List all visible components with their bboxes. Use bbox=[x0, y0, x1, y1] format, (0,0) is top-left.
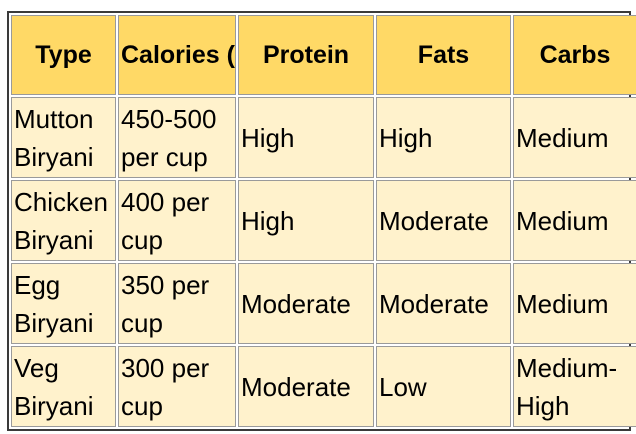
cell-protein: Moderate bbox=[238, 346, 374, 427]
cell-fats: Moderate bbox=[376, 180, 511, 261]
cell-carbs: Medium- High bbox=[513, 346, 636, 427]
cell-type-line2: Biryani bbox=[14, 141, 94, 172]
header-calories: Calories (approx) bbox=[118, 15, 236, 95]
cell-carbs: Medium bbox=[513, 180, 636, 261]
table-row: Egg Biryani 350 per cup Moderate Moderat… bbox=[11, 263, 636, 344]
cell-calories: 450-500 per cup bbox=[118, 97, 236, 178]
nutrition-table-container: Type Calories (approx) Protein Fats Carb… bbox=[7, 11, 636, 431]
cell-protein: High bbox=[238, 97, 374, 178]
cell-fats: Moderate bbox=[376, 263, 511, 344]
cell-type: Egg Biryani bbox=[11, 263, 116, 344]
header-calories-line1: Calories bbox=[121, 41, 220, 69]
cell-calories-line2: cup bbox=[121, 224, 163, 255]
header-fats-text: Fats bbox=[417, 41, 470, 69]
cell-calories-line1: 450-500 bbox=[121, 103, 217, 134]
header-row: Type Calories (approx) Protein Fats Carb… bbox=[11, 15, 636, 95]
cell-fats: Low bbox=[376, 346, 511, 427]
table-row: Mutton Biryani 450-500 per cup High High… bbox=[11, 97, 636, 178]
cell-carbs: Medium bbox=[513, 97, 636, 178]
header-carbs: Carbs bbox=[513, 15, 636, 95]
header-fats: Fats bbox=[376, 15, 511, 95]
cell-type: Veg Biryani bbox=[11, 346, 116, 427]
table-row: Veg Biryani 300 per cup Moderate Low Med… bbox=[11, 346, 636, 427]
cell-calories-line1: 300 per bbox=[121, 352, 210, 383]
cell-protein-text: High bbox=[241, 122, 295, 153]
cell-type-line2: Biryani bbox=[14, 390, 94, 421]
cell-carbs-text: Medium bbox=[516, 122, 609, 153]
header-type: Type bbox=[11, 15, 116, 95]
cell-calories-line2: cup bbox=[121, 307, 163, 338]
cell-protein-text: High bbox=[241, 205, 295, 236]
cell-type-line1: Chicken bbox=[14, 186, 108, 217]
cell-fats-text: Moderate bbox=[379, 288, 489, 319]
cell-carbs: Medium bbox=[513, 263, 636, 344]
cell-fats-text: High bbox=[379, 122, 433, 153]
cell-fats-text: Moderate bbox=[379, 205, 489, 236]
cell-type-line1: Egg bbox=[14, 269, 61, 300]
biryani-nutrition-table: Type Calories (approx) Protein Fats Carb… bbox=[9, 13, 636, 429]
header-protein-text: Protein bbox=[262, 41, 350, 69]
cell-protein: High bbox=[238, 180, 374, 261]
header-carbs-text: Carbs bbox=[539, 41, 611, 69]
header-type-text: Type bbox=[35, 41, 92, 69]
cell-carbs-text: Medium bbox=[516, 205, 609, 236]
cell-type-line1: Veg bbox=[14, 352, 59, 383]
cell-fats: High bbox=[376, 97, 511, 178]
cell-calories-line2: cup bbox=[121, 390, 163, 421]
cell-type-line2: Biryani bbox=[14, 307, 94, 338]
cell-carbs-line2: High bbox=[516, 390, 570, 421]
cell-type: Mutton Biryani bbox=[11, 97, 116, 178]
cell-calories-line1: 400 per bbox=[121, 186, 210, 217]
cell-calories-line2: per cup bbox=[121, 141, 208, 172]
cell-type: Chicken Biryani bbox=[11, 180, 116, 261]
cell-carbs-text: Medium bbox=[516, 288, 609, 319]
header-protein: Protein bbox=[238, 15, 374, 95]
cell-calories: 350 per cup bbox=[118, 263, 236, 344]
cell-protein: Moderate bbox=[238, 263, 374, 344]
cell-carbs-line1: Medium- bbox=[516, 352, 618, 383]
cell-calories: 400 per cup bbox=[118, 180, 236, 261]
table-row: Chicken Biryani 400 per cup High Moderat… bbox=[11, 180, 636, 261]
cell-protein-text: Moderate bbox=[241, 371, 351, 402]
cell-calories-line1: 350 per bbox=[121, 269, 210, 300]
cell-type-line2: Biryani bbox=[14, 224, 94, 255]
header-calories-line2: (approx) bbox=[226, 41, 235, 69]
cell-type-line1: Mutton bbox=[14, 103, 94, 134]
cell-protein-text: Moderate bbox=[241, 288, 351, 319]
cell-calories: 300 per cup bbox=[118, 346, 236, 427]
cell-fats-text: Low bbox=[379, 371, 427, 402]
